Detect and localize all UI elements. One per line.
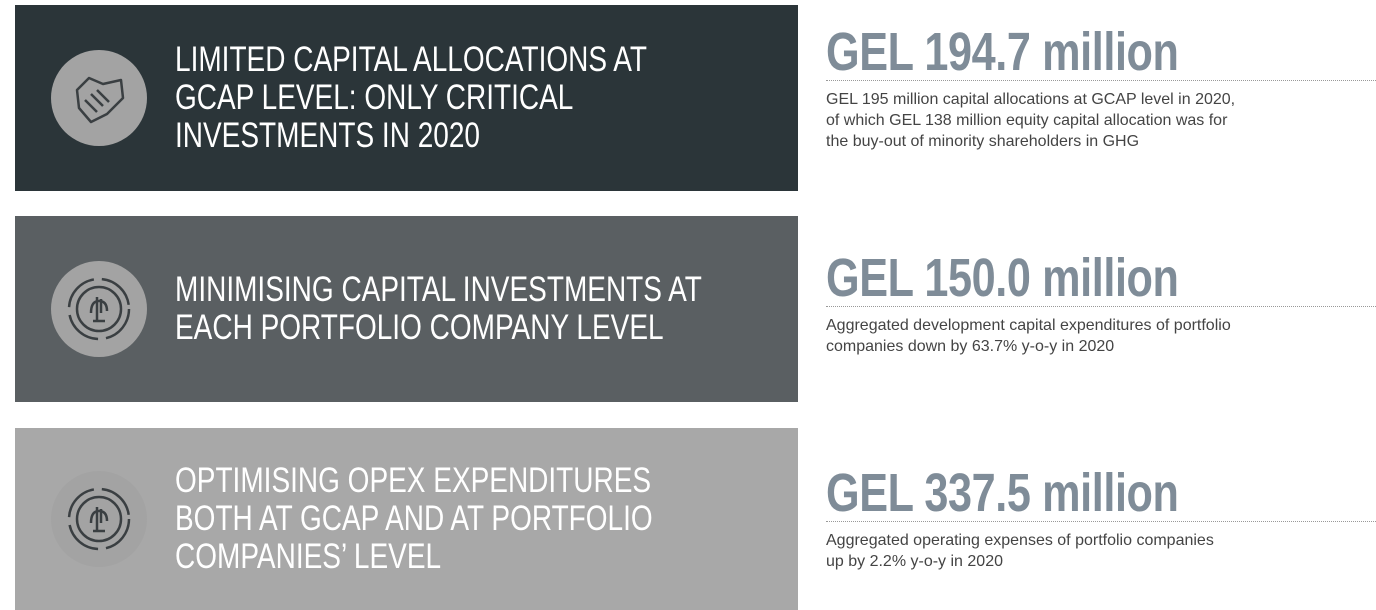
heading-line: LIMITED CAPITAL ALLOCATIONS AT <box>175 40 647 79</box>
panel: LIMITED CAPITAL ALLOCATIONS AT GCAP LEVEL… <box>15 5 798 191</box>
icon <box>51 261 147 357</box>
summary: GEL 337.5 million Aggregated operating ex… <box>826 465 1376 572</box>
panel: MINIMISING CAPITAL INVESTMENTS AT EACH PO… <box>15 216 798 402</box>
heading: LIMITED CAPITAL ALLOCATIONS AT GCAP LEVEL… <box>175 41 647 155</box>
description-line: Aggregated development capital expenditu… <box>826 317 1231 334</box>
description: GEL 195 million capital allocations at G… <box>826 89 1376 152</box>
icon <box>51 471 147 567</box>
summary: GEL 150.0 million Aggregated development … <box>826 250 1376 357</box>
heading: OPTIMISING OPEX EXPENDITURES BOTH AT GCAP… <box>175 462 653 576</box>
description-line: Aggregated operating expenses of portfol… <box>826 532 1214 549</box>
heading-line: INVESTMENTS IN 2020 <box>175 116 480 155</box>
figure: GEL 337.5 million <box>826 463 1179 523</box>
description-line: companies down by 63.7% y-o-y in 2020 <box>826 338 1115 355</box>
icon <box>51 50 147 146</box>
icon-wrap <box>51 50 147 151</box>
description-line: of which GEL 138 million equity capital … <box>826 112 1228 129</box>
heading-line: COMPANIES’ LEVEL <box>175 537 442 576</box>
icon-wrap <box>51 471 147 572</box>
divider <box>826 80 1376 81</box>
heading-line: EACH PORTFOLIO COMPANY LEVEL <box>175 308 664 347</box>
heading-line: OPTIMISING OPEX EXPENDITURES <box>175 461 652 500</box>
figure: GEL 150.0 million <box>826 248 1179 308</box>
description-line: up by 2.2% y-o-y in 2020 <box>826 553 1003 570</box>
description: Aggregated operating expenses of portfol… <box>826 530 1376 572</box>
summary: GEL 194.7 million GEL 195 million capital… <box>826 24 1376 152</box>
heading-line: MINIMISING CAPITAL INVESTMENTS AT <box>175 270 702 309</box>
description: Aggregated development capital expenditu… <box>826 315 1376 357</box>
divider <box>826 521 1376 522</box>
description-line: the buy-out of minority shareholders in … <box>826 133 1140 150</box>
divider <box>826 306 1376 307</box>
heading-line: BOTH AT GCAP AND AT PORTFOLIO <box>175 499 653 538</box>
heading-line: GCAP LEVEL: ONLY CRITICAL <box>175 78 574 117</box>
heading: MINIMISING CAPITAL INVESTMENTS AT EACH PO… <box>175 271 702 347</box>
description-line: GEL 195 million capital allocations at G… <box>826 91 1236 108</box>
figure: GEL 194.7 million <box>826 22 1179 82</box>
panel: OPTIMISING OPEX EXPENDITURES BOTH AT GCAP… <box>15 428 798 610</box>
icon-wrap <box>51 261 147 362</box>
